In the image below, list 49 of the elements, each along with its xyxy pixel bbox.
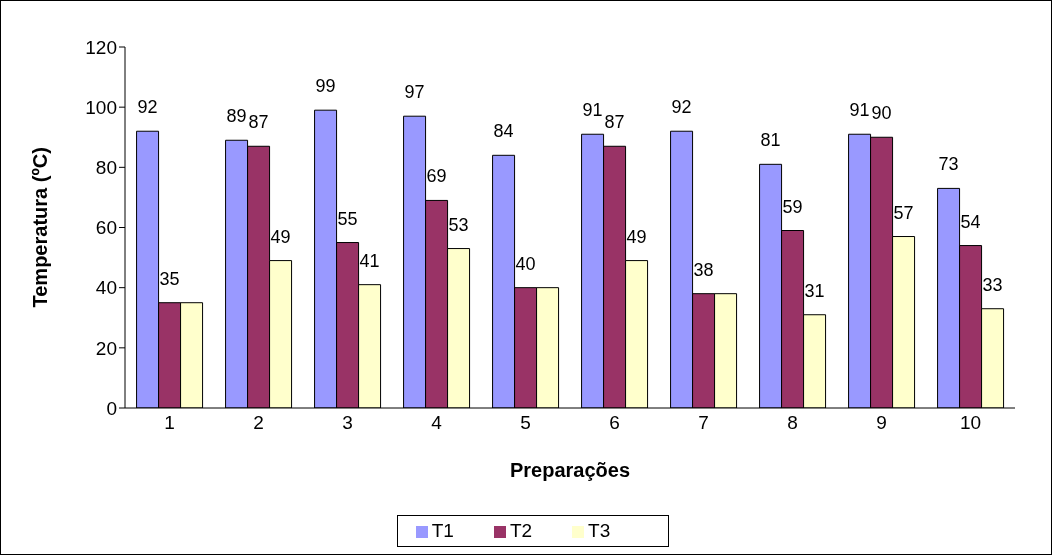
legend-label: T2 [509,520,533,541]
data-label: 41 [359,250,380,271]
data-label: 49 [626,226,647,247]
data-label: 91 [849,100,870,121]
x-tick-label: 5 [520,412,531,434]
x-tick-label: 7 [698,412,709,434]
x-tick-label: 9 [876,412,887,434]
data-label: 91 [582,100,603,121]
y-tick-label: 60 [95,217,117,239]
x-tick-label: 6 [609,412,620,434]
data-label: 40 [515,253,536,274]
data-label: 59 [782,196,803,217]
data-label: 84 [493,121,514,142]
y-tick-label: 120 [85,36,117,58]
data-label: 54 [960,211,981,232]
y-axis-title: Temperatura (ºC) [29,147,52,308]
data-label: 69 [426,166,447,187]
data-label: 89 [226,106,247,127]
data-label: 38 [693,259,714,280]
data-label: 87 [604,112,625,133]
x-tick-label: 2 [253,412,264,434]
x-tick-label: 4 [431,412,443,434]
legend-label: T1 [431,520,454,541]
y-tick-label: 20 [95,337,117,359]
data-label: 31 [804,280,825,301]
data-label: 87 [248,112,269,133]
y-tick-label: 100 [85,96,117,118]
data-label: 90 [871,103,892,124]
y-tick-label: 40 [95,277,117,299]
data-label: 97 [404,82,425,103]
x-tick-label: 3 [342,412,353,434]
data-label: 35 [159,268,180,289]
x-tick-label: 1 [164,412,175,434]
data-label: 99 [315,76,336,97]
y-tick-label: 80 [95,157,117,179]
data-label: 53 [448,214,469,235]
y-tick-label: 0 [106,397,117,419]
legend-label: T3 [588,520,611,541]
data-label: 81 [760,130,781,151]
x-axis-title: Preparações [509,459,631,482]
data-label: 73 [938,154,959,175]
data-label: 33 [982,274,1003,295]
data-label: 49 [270,226,291,247]
data-label: 92 [671,97,692,118]
x-tick-label: 8 [787,412,798,434]
data-label: 92 [137,97,158,118]
data-label: 55 [337,208,358,229]
data-label: 57 [893,202,914,223]
x-tick-label: 10 [959,412,982,434]
